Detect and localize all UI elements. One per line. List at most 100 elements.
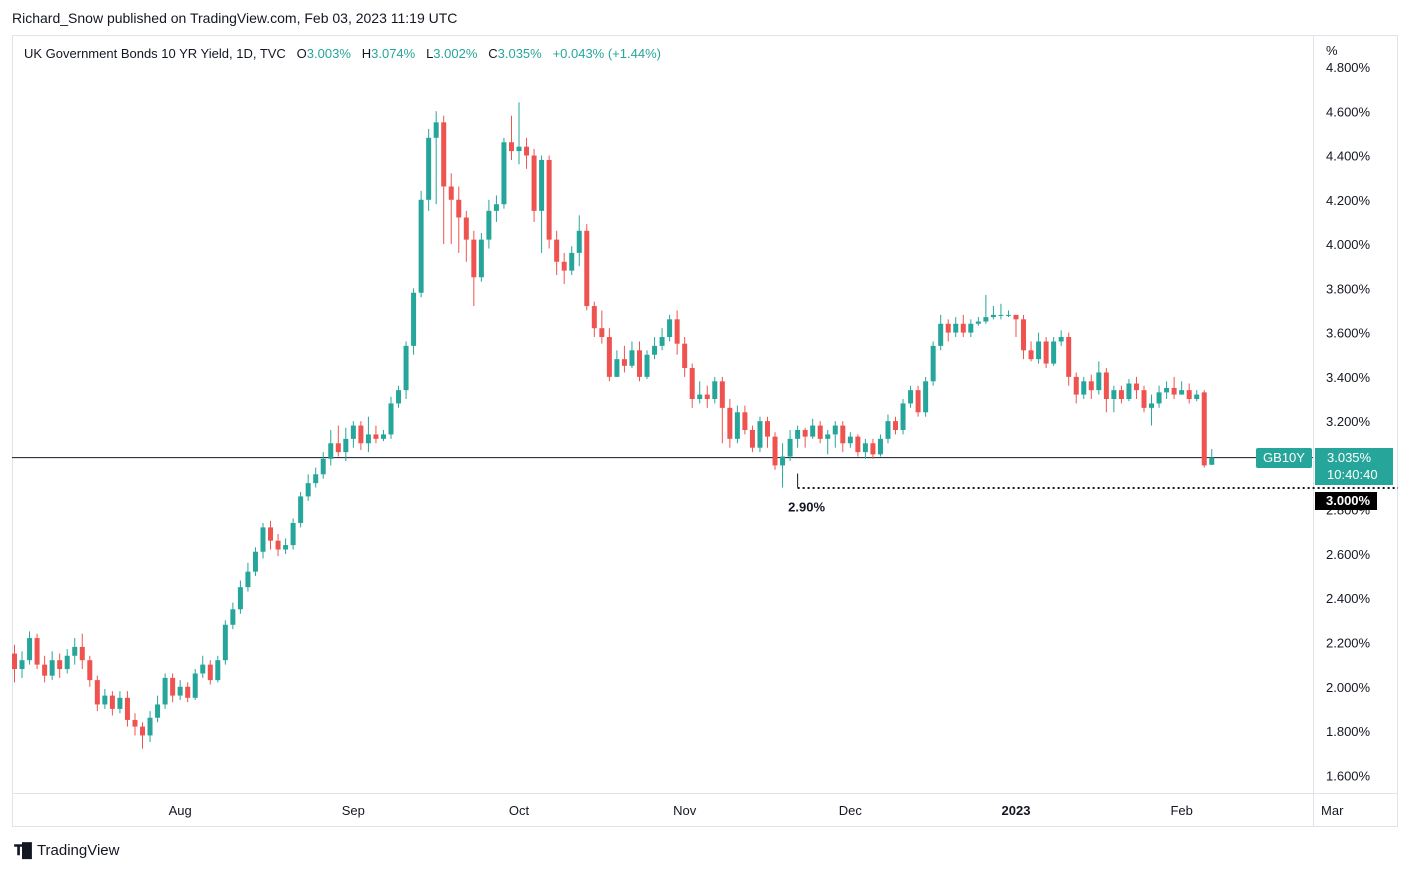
candle-body: [1141, 390, 1147, 408]
candle-body: [237, 587, 243, 610]
candle-body: [283, 545, 289, 550]
candle-body: [1201, 392, 1207, 466]
candle-body: [652, 345, 658, 355]
candle-body: [335, 443, 341, 453]
candle-body: [576, 230, 582, 253]
candle-body: [426, 137, 432, 200]
candle-body: [1096, 372, 1102, 391]
candle-body: [192, 673, 198, 698]
candle-body: [207, 664, 213, 681]
candle-body: [140, 726, 146, 736]
candle-body: [795, 429, 801, 439]
candle-body: [599, 328, 605, 338]
legend-high-label: H: [361, 46, 372, 61]
time-axis-tick-label: Oct: [509, 803, 530, 818]
price-axis-unit: %: [1326, 43, 1338, 58]
legend-change: +0.043% (+1.44%): [552, 46, 661, 61]
candle-body: [749, 429, 755, 448]
candle-body: [614, 359, 620, 377]
candle-body: [1194, 394, 1200, 400]
legend-low: 3.002%: [433, 46, 478, 61]
candle-body: [998, 314, 1004, 316]
price-axis-tick-label: 4.600%: [1326, 104, 1371, 119]
candle-body: [471, 239, 477, 278]
candle-body: [531, 155, 537, 211]
candle-body: [132, 719, 138, 727]
candle-body: [155, 704, 161, 718]
candle-body: [185, 686, 191, 698]
footer-brand[interactable]: 𝐓█ TradingView: [14, 842, 119, 859]
candle-body: [1149, 403, 1155, 408]
legend-close-label: C: [488, 46, 498, 61]
candle-body: [1081, 381, 1087, 395]
candle-body: [162, 677, 168, 705]
candle-body: [418, 199, 424, 293]
candle-body: [817, 425, 823, 439]
candle-body: [305, 483, 311, 497]
time-axis-tick-label: 2023: [1002, 803, 1031, 818]
time-axis-tick-label: Aug: [169, 803, 192, 818]
candle-body: [1043, 341, 1049, 364]
candle-body: [765, 421, 770, 437]
candle-body: [313, 474, 319, 484]
candle-body: [1028, 350, 1034, 360]
legend-high: 3.074%: [371, 46, 416, 61]
candle-body: [147, 717, 153, 736]
candle-body: [772, 436, 778, 466]
candle-body: [12, 653, 17, 670]
candle-body: [1209, 457, 1215, 465]
candle-body: [215, 660, 221, 681]
price-axis-tick-label: 1.600%: [1326, 768, 1371, 783]
candle-body: [245, 571, 251, 588]
candle-body: [478, 239, 484, 278]
candle-body: [1171, 387, 1177, 395]
candle-body: [260, 527, 266, 552]
candle-body: [659, 337, 665, 346]
candle-body: [1051, 341, 1057, 364]
candle-body: [102, 695, 108, 705]
candle-body: [893, 421, 899, 430]
candle-body: [508, 142, 514, 152]
candle-body: [930, 345, 936, 382]
candle-body: [908, 390, 914, 404]
candle-body: [810, 425, 816, 437]
candle-body: [411, 292, 417, 346]
candle-body: [802, 429, 808, 437]
candle-body: [787, 438, 793, 457]
candle-body: [990, 314, 996, 318]
candle-body: [117, 697, 123, 709]
last-price-tag: 3.035% 10:40:40: [1315, 447, 1393, 485]
candle-body: [1005, 314, 1011, 316]
legend-title: UK Government Bonds 10 YR Yield, 1D, TVC: [24, 46, 286, 61]
candle-body: [396, 390, 402, 404]
price-axis-tick-label: 4.200%: [1326, 193, 1371, 208]
candle-body: [441, 122, 447, 187]
candle-body: [1118, 390, 1124, 400]
candle-body: [960, 323, 966, 333]
candle-body: [290, 522, 296, 546]
candle-body: [712, 381, 718, 400]
candle-body: [870, 443, 876, 455]
candle-body: [780, 456, 786, 466]
candle-body: [57, 660, 63, 670]
candle-body: [727, 407, 733, 439]
symbol-tag: GB10Y: [1256, 447, 1312, 468]
candle-body: [546, 159, 552, 240]
legend-low-label: L: [426, 46, 434, 61]
candle-body: [343, 438, 349, 453]
tradingview-logo-icon: 𝐓█: [14, 842, 32, 858]
candle-body: [27, 638, 33, 661]
candle-body: [825, 434, 831, 439]
candle-body: [493, 204, 499, 211]
legend-open-label: O: [296, 46, 307, 61]
candle-body: [1126, 383, 1132, 400]
candle-body: [252, 551, 258, 572]
candle-body: [719, 381, 725, 408]
low-annotation-label: 2.90%: [788, 500, 825, 515]
candle-body: [734, 412, 740, 439]
candle-body: [298, 496, 304, 523]
candle-body: [358, 425, 364, 444]
time-axis-tick-label: Dec: [839, 803, 863, 818]
candle-body: [561, 261, 567, 271]
